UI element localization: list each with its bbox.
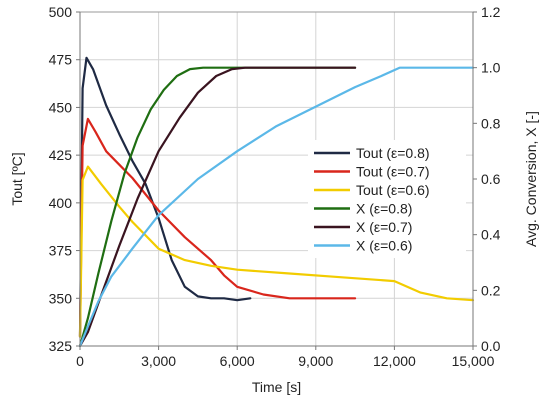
y-axis-right-title: Avg. Conversion, X [-]: [523, 111, 539, 247]
series-line: [78, 117, 357, 338]
y-left-tick-label: 375: [49, 243, 73, 259]
x-tick-label: 12,000: [373, 353, 416, 369]
y-right-tick-label: 0.6: [481, 171, 501, 187]
series-line: [78, 165, 475, 338]
x-tick-label: 3,000: [141, 353, 176, 369]
y-left-tick-label: 325: [49, 338, 73, 354]
y-left-tick-label: 500: [49, 4, 73, 20]
y-axis-left-title: Tout [ºC]: [9, 152, 25, 205]
x-tick-label: 6,000: [220, 353, 255, 369]
y-right-tick-label: 0.8: [481, 115, 501, 131]
x-tick-label: 15,000: [452, 353, 495, 369]
legend-label: Tout (ε=0.8): [356, 145, 430, 161]
y-left-tick-label: 475: [49, 52, 73, 68]
series-line: [78, 56, 252, 338]
x-tick-label: 0: [76, 353, 84, 369]
x-axis-title: Time [s]: [252, 379, 301, 395]
legend-label: Tout (ε=0.6): [356, 182, 430, 198]
series-lines: [78, 56, 475, 348]
y-right-tick-label: 0.2: [481, 282, 501, 298]
series-line: [78, 66, 475, 348]
y-left-tick-label: 350: [49, 290, 73, 306]
y-left-tick-label: 425: [49, 147, 73, 163]
y-right-tick-label: 0.0: [481, 338, 501, 354]
legend-label: X (ε=0.7): [356, 219, 412, 235]
legend-background: [308, 140, 466, 258]
tick-labels: 0 3,000 6,000 9,000 12,000 15,000 325 350 375 400…: [49, 4, 501, 369]
y-right-tick-label: 1.2: [481, 4, 501, 20]
y-left-tick-label: 450: [49, 99, 73, 115]
y-right-tick-label: 1.0: [481, 60, 501, 76]
y-right-tick-label: 0.4: [481, 227, 501, 243]
series-line: [78, 66, 357, 348]
legend-label: X (ε=0.8): [356, 201, 412, 217]
legend-label: Tout (ε=0.7): [356, 164, 430, 180]
legend-label: X (ε=0.6): [356, 238, 412, 254]
y-left-tick-label: 400: [49, 195, 73, 211]
x-tick-label: 9,000: [298, 353, 333, 369]
legend: Tout (ε=0.8) Tout (ε=0.7) Tout (ε=0.6) X (ε…: [308, 140, 466, 258]
